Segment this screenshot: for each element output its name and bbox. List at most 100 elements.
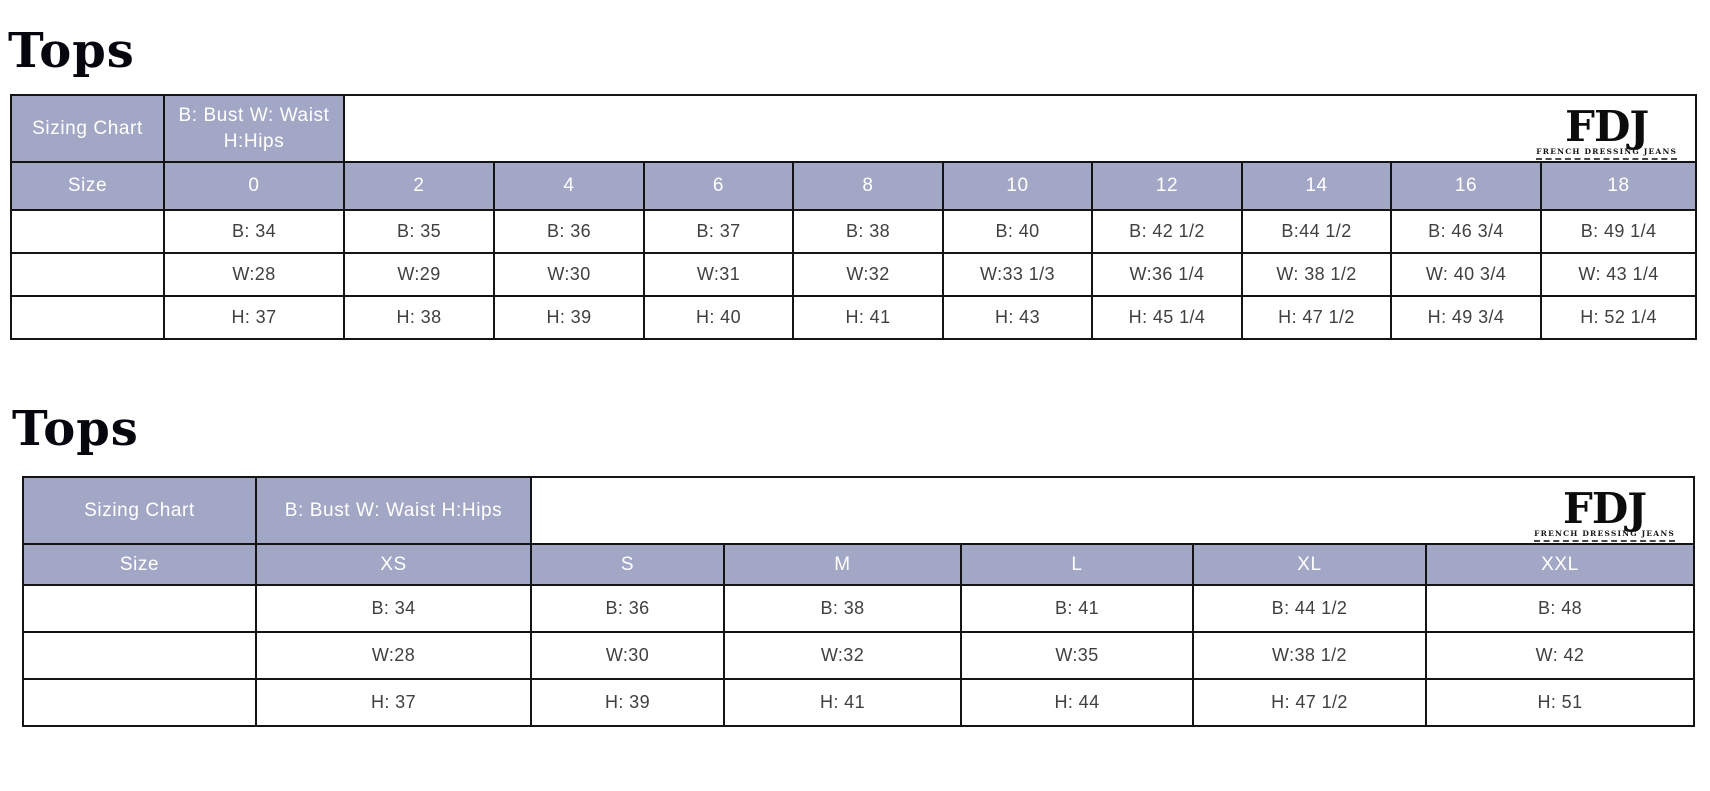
fdj-logo-tagline: FRENCH DRESSING JEANS	[1536, 147, 1678, 157]
measure-legend: B: Bust W: Waist H:Hips	[255, 476, 532, 546]
bust-cell: B: 41	[960, 584, 1194, 634]
hips-cell: H: 39	[530, 678, 725, 728]
empty-cell	[22, 584, 257, 634]
empty-cell	[22, 678, 257, 728]
size-col-header: 6	[643, 161, 794, 212]
bust-cell: B:44 1/2	[1241, 209, 1392, 255]
size-col-header: 18	[1539, 161, 1698, 212]
numeric-sizing-table: Sizing Chart B: Bust W: Waist H:Hips FDJ…	[10, 94, 1698, 341]
waist-cell: W:28	[163, 252, 345, 298]
size-col-header: 12	[1091, 161, 1243, 212]
fdj-logo-tagline: FRENCH DRESSING JEANS	[1534, 529, 1675, 539]
waist-cell: W:30	[530, 631, 725, 681]
empty-cell	[10, 252, 165, 298]
fdj-logo-text: FDJ	[1565, 101, 1649, 151]
empty-cell	[22, 631, 257, 681]
size-col-header: 14	[1241, 161, 1392, 212]
size-col-header: 8	[792, 161, 944, 212]
empty-cell	[10, 209, 165, 255]
size-label: Size	[22, 543, 257, 587]
waist-cell: W:38 1/2	[1192, 631, 1427, 681]
hips-cell: H: 37	[163, 295, 345, 341]
waist-cell: W:36 1/4	[1091, 252, 1243, 298]
hips-cell: H: 52 1/4	[1539, 295, 1698, 341]
bust-cell: B: 36	[493, 209, 645, 255]
hips-cell: H: 37	[255, 678, 532, 728]
bust-cell: B: 38	[792, 209, 944, 255]
hips-cell: H: 39	[493, 295, 645, 341]
fdj-logo-dash	[1534, 540, 1675, 543]
bust-cell: B: 40	[942, 209, 1093, 255]
size-col-header: 2	[343, 161, 495, 212]
sizing-chart-label: Sizing Chart	[22, 476, 257, 546]
hips-cell: H: 41	[723, 678, 962, 728]
tops-numeric-section: Tops Sizing Chart B: Bust W: Waist H:Hip…	[0, 23, 1710, 341]
waist-cell: W:35	[960, 631, 1194, 681]
measure-legend: B: Bust W: Waist H:Hips	[163, 94, 345, 164]
logo-cell: FDJ FRENCH DRESSING JEANS	[342, 94, 1698, 164]
fdj-logo-dash	[1536, 158, 1678, 161]
hips-cell: H: 47 1/2	[1241, 295, 1392, 341]
size-col-header: M	[723, 543, 962, 587]
waist-row: W:28 W:30 W:32 W:35 W:38 1/2 W: 42	[22, 631, 1695, 681]
size-col-header: XXL	[1425, 543, 1695, 587]
hips-cell: H: 44	[960, 678, 1194, 728]
empty-cell	[10, 295, 165, 341]
size-header-row: Size 0 2 4 6 8 10 12 14 16 18	[10, 161, 1698, 212]
hips-row: H: 37 H: 38 H: 39 H: 40 H: 41 H: 43 H: 4…	[10, 295, 1698, 341]
hips-cell: H: 47 1/2	[1192, 678, 1427, 728]
bust-row: B: 34 B: 35 B: 36 B: 37 B: 38 B: 40 B: 4…	[10, 209, 1698, 255]
page-title: Tops	[8, 23, 135, 79]
hips-cell: H: 51	[1425, 678, 1695, 728]
fdj-logo: FDJ FRENCH DRESSING JEANS	[1534, 483, 1675, 543]
bust-cell: B: 34	[163, 209, 345, 255]
waist-cell: W:32	[792, 252, 944, 298]
waist-cell: W: 43 1/4	[1539, 252, 1698, 298]
size-label: Size	[10, 161, 165, 212]
letter-sizing-table: Sizing Chart B: Bust W: Waist H:Hips FDJ…	[22, 476, 1695, 728]
waist-cell: W:31	[643, 252, 794, 298]
table-row: Sizing Chart B: Bust W: Waist H:Hips FDJ…	[22, 476, 1695, 546]
fdj-logo-text: FDJ	[1563, 483, 1647, 533]
waist-cell: W: 38 1/2	[1241, 252, 1392, 298]
bust-cell: B: 46 3/4	[1390, 209, 1542, 255]
size-col-header: XS	[255, 543, 532, 587]
hips-cell: H: 45 1/4	[1091, 295, 1243, 341]
waist-cell: W:28	[255, 631, 532, 681]
fdj-logo: FDJ FRENCH DRESSING JEANS	[1536, 101, 1678, 161]
hips-cell: H: 41	[792, 295, 944, 341]
bust-cell: B: 34	[255, 584, 532, 634]
bust-cell: B: 49 1/4	[1539, 209, 1698, 255]
waist-row: W:28 W:29 W:30 W:31 W:32 W:33 1/3 W:36 1…	[10, 252, 1698, 298]
waist-cell: W:30	[493, 252, 645, 298]
size-col-header: S	[530, 543, 725, 587]
page-title: Tops	[12, 401, 139, 458]
size-col-header: 16	[1390, 161, 1542, 212]
size-col-header: XL	[1192, 543, 1427, 587]
size-col-header: 0	[163, 161, 345, 212]
hips-cell: H: 43	[942, 295, 1093, 341]
bust-cell: B: 42 1/2	[1091, 209, 1243, 255]
hips-cell: H: 49 3/4	[1390, 295, 1542, 341]
logo-cell: FDJ FRENCH DRESSING JEANS	[530, 476, 1695, 546]
waist-cell: W:33 1/3	[942, 252, 1093, 298]
hips-row: H: 37 H: 39 H: 41 H: 44 H: 47 1/2 H: 51	[22, 678, 1695, 728]
waist-cell: W: 42	[1425, 631, 1695, 681]
hips-cell: H: 38	[343, 295, 495, 341]
tops-letter-section: Tops Sizing Chart B: Bust W: Waist H:Hip…	[0, 401, 1710, 728]
table-row: Sizing Chart B: Bust W: Waist H:Hips FDJ…	[10, 94, 1698, 164]
size-col-header: 4	[493, 161, 645, 212]
sizing-chart-label: Sizing Chart	[10, 94, 165, 164]
bust-cell: B: 35	[343, 209, 495, 255]
size-col-header: 10	[942, 161, 1093, 212]
bust-cell: B: 48	[1425, 584, 1695, 634]
waist-cell: W:32	[723, 631, 962, 681]
bust-row: B: 34 B: 36 B: 38 B: 41 B: 44 1/2 B: 48	[22, 584, 1695, 634]
size-header-row: Size XS S M L XL XXL	[22, 543, 1695, 587]
size-col-header: L	[960, 543, 1194, 587]
waist-cell: W:29	[343, 252, 495, 298]
bust-cell: B: 37	[643, 209, 794, 255]
bust-cell: B: 36	[530, 584, 725, 634]
bust-cell: B: 44 1/2	[1192, 584, 1427, 634]
bust-cell: B: 38	[723, 584, 962, 634]
